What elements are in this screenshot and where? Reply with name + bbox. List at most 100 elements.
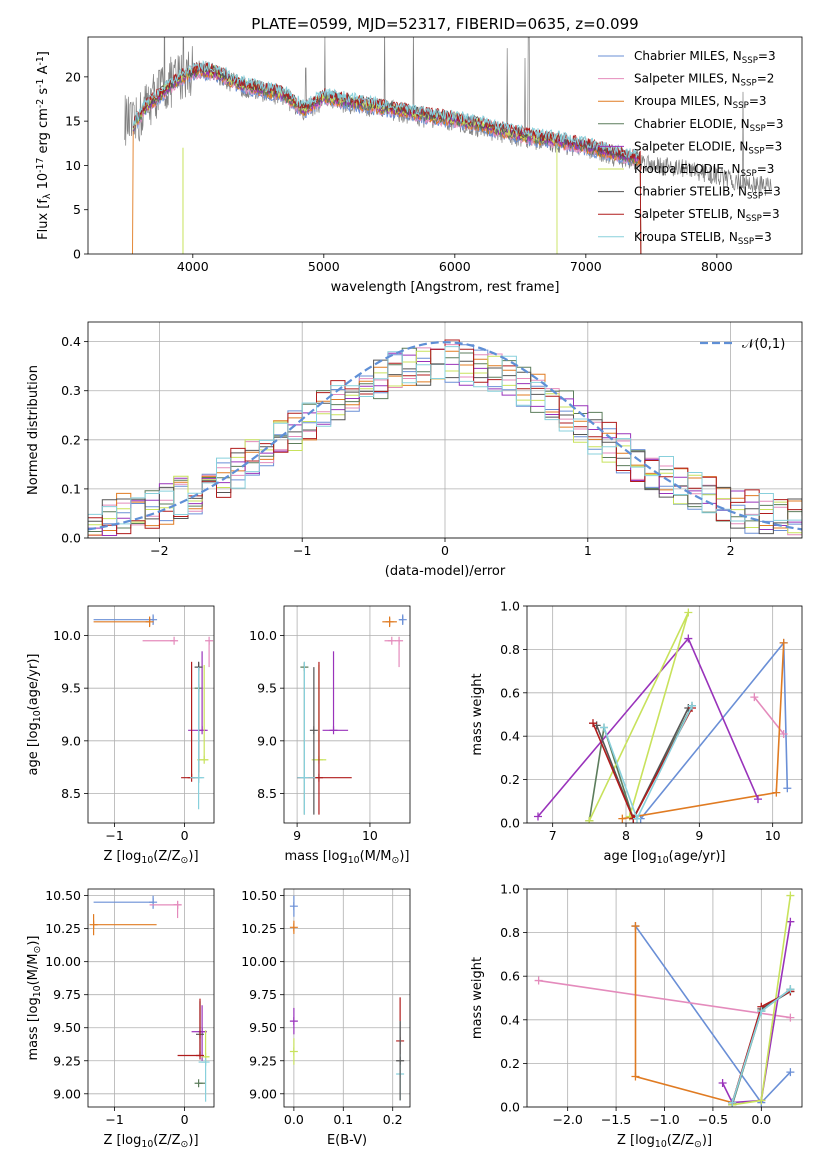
point-marker — [600, 723, 608, 732]
point-marker — [149, 615, 158, 624]
point-marker — [173, 900, 182, 909]
legend-label: Chabrier STELIB, NSSP=3 — [634, 185, 781, 202]
series-line — [634, 926, 733, 1104]
point-marker — [289, 1047, 298, 1056]
x-axis-label: (data-model)/error — [385, 564, 506, 579]
point-marker — [631, 1072, 640, 1081]
y-axis-label: Flux [fλ 10-17 erg cm-2 s-1 A-1] — [35, 51, 53, 240]
axes-residuals: −2 −1 0 1 2 0.0 0.1 0.2 0.3 0.4 (data-model)/error… — [26, 321, 803, 579]
series-line — [721, 921, 792, 1104]
point-marker — [757, 1096, 766, 1105]
axes-mass-vs-Z: −1 0 9.00 9.25 9.50 9.75 10.00 10.25 10.50 Z [log… — [26, 888, 215, 1150]
errorbar-salpeter-elodie — [322, 651, 349, 735]
y-tick-label: 9.50 — [249, 1020, 277, 1035]
y-tick-label: 0 — [73, 247, 81, 262]
legend-label: Salpeter ELODIE, NSSP=3 — [634, 139, 782, 156]
point-marker — [786, 917, 795, 926]
y-tick-label: 9.75 — [53, 987, 81, 1002]
y-tick-label: 9.00 — [53, 1086, 81, 1101]
model-spectrum-salpeter-stelib — [132, 62, 642, 254]
model-spectrum-kroupa-stelib — [132, 60, 639, 159]
point-marker — [387, 636, 396, 645]
legend-label: Chabrier MILES, NSSP=3 — [634, 49, 776, 66]
errorbar-kroupa-stelib — [190, 667, 205, 810]
errorbar-kroupa-miles — [93, 616, 154, 628]
point-marker — [786, 985, 795, 994]
x-tick-label: 8000 — [701, 259, 733, 274]
point-marker — [205, 636, 214, 645]
y-tick-label: 15 — [65, 114, 81, 129]
plot-area — [93, 614, 214, 810]
point-marker — [309, 726, 318, 735]
errorbar-chabrier-miles — [398, 614, 407, 625]
errorbar-chabrier-miles — [93, 614, 158, 625]
y-tick-label: 0.4 — [500, 1012, 520, 1027]
normal-curve — [88, 341, 802, 531]
series-salpeter-miles — [750, 693, 788, 739]
point-marker — [396, 1056, 405, 1065]
point-marker — [534, 812, 542, 821]
errorbar-salpeter-miles — [142, 636, 179, 645]
point-marker — [89, 920, 98, 929]
point-marker — [194, 773, 203, 782]
y-tick-label: 0.4 — [500, 729, 520, 744]
axes-frame — [283, 888, 411, 1108]
series-chabrier-stelib — [592, 703, 693, 823]
point-marker — [618, 814, 627, 823]
errorbar-kroupa-elodie — [289, 1038, 298, 1065]
errorbar-kroupa-stelib — [297, 661, 316, 815]
plot-area — [534, 891, 795, 1107]
y-tick-label: 10 — [65, 158, 81, 173]
axes-mass-vs-ebv: 0.0 0.1 0.2 9.00 9.25 9.50 9.75 10.00 10.25 10.50… — [241, 888, 411, 1148]
errorbar-salpeter-elodie — [191, 1005, 207, 1061]
x-tick-label: 9 — [293, 828, 301, 843]
point-marker — [783, 784, 792, 793]
model-spectrum-salpeter-miles — [132, 68, 639, 166]
x-tick-label: −0.5 — [698, 1112, 728, 1127]
y-tick-label: 0.2 — [500, 772, 520, 787]
model-spectrum-chabrier-elodie — [132, 64, 639, 165]
y-tick-label: 0.6 — [500, 685, 520, 700]
x-axis-label: Z [log10(Z/Z⊙)] — [103, 1133, 198, 1150]
point-marker — [684, 608, 693, 617]
x-axis-label: E(B-V) — [327, 1133, 367, 1148]
x-axis-label: mass [log10(M/M⊙)] — [285, 849, 410, 866]
y-tick-label: 0.2 — [61, 432, 81, 447]
point-marker — [194, 1079, 203, 1088]
y-tick-label: 9.50 — [53, 1020, 81, 1035]
y-tick-label: 1.0 — [500, 882, 520, 897]
axes-frame — [87, 888, 215, 1108]
y-axis-label: Normed distribution — [26, 365, 41, 495]
y-tick-label: 9.25 — [53, 1053, 81, 1068]
x-tick-label: 0.1 — [333, 1112, 353, 1127]
y-tick-label: 9.75 — [249, 987, 277, 1002]
x-tick-label: 10 — [765, 828, 781, 843]
series-chabrier-miles — [636, 638, 792, 823]
y-axis-label: mass weight — [470, 673, 485, 755]
y-tick-label: 10.00 — [241, 954, 277, 969]
y-tick-label: 10.25 — [241, 921, 277, 936]
x-axis-label: Z [log10(Z/Z⊙)] — [103, 849, 198, 866]
errorbar-salpeter-stelib — [177, 998, 204, 1060]
y-tick-label: 10.50 — [45, 888, 81, 903]
figure-title: PLATE=0599, MJD=52317, FIBERID=0635, z=0… — [251, 15, 638, 33]
histogram-chabrier-miles — [88, 344, 802, 536]
y-tick-label: 5 — [73, 202, 81, 217]
errorbar-chabrier-miles — [93, 895, 158, 909]
y-tick-label: 0.8 — [500, 925, 520, 940]
errorbar-salpeter-miles — [384, 636, 396, 645]
point-marker — [145, 617, 154, 626]
plot-area — [89, 895, 210, 1102]
x-tick-label: 5000 — [308, 259, 340, 274]
point-marker — [750, 693, 759, 702]
errorbar-chabrier-miles — [289, 895, 298, 917]
legend-label: Kroupa ELODIE, NSSP=3 — [634, 162, 774, 179]
errorbar-salpeter-stelib — [297, 661, 352, 815]
legend-label: 𝒩(0,1) — [742, 337, 785, 352]
series-salpeter-elodie — [534, 634, 762, 821]
y-tick-label: 20 — [65, 69, 81, 84]
axes-massweight-vs-Z: −2.0 −1.5 −1.0 −0.5 0.0 0.0 0.2 0.4 0.6 0.8 1.0 Z [… — [470, 882, 803, 1150]
point-marker — [728, 1098, 737, 1107]
model-spectrum-kroupa-elodie — [132, 64, 558, 254]
